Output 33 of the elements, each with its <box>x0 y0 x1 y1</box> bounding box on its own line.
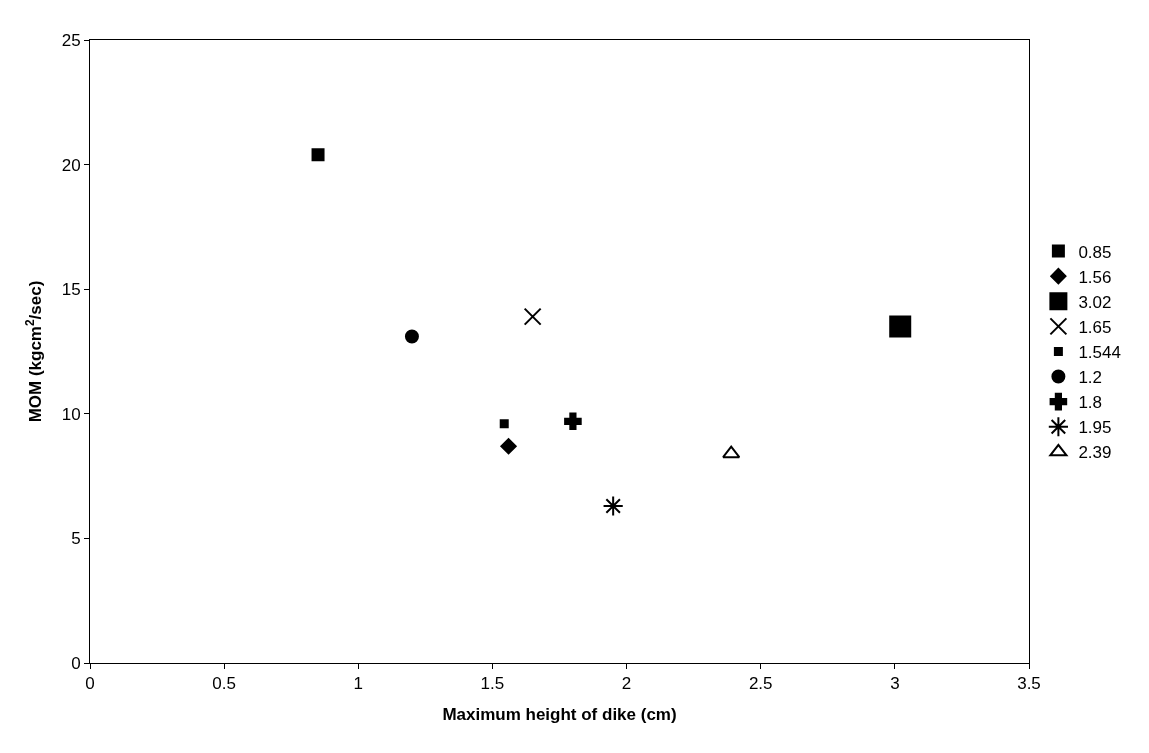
x-axis-title: Maximum height of dike (cm) <box>442 704 677 724</box>
x-tick-label: 1.5 <box>480 674 505 694</box>
x-tick-label: 0.5 <box>212 674 236 694</box>
point <box>523 307 542 326</box>
point <box>404 329 419 344</box>
legend-label: 0.85 <box>1078 242 1112 262</box>
y-tick-label: 0 <box>71 653 81 673</box>
legend-label: 2.39 <box>1078 443 1112 463</box>
legend-label: 1.56 <box>1078 267 1112 287</box>
point <box>499 419 509 429</box>
x-tick-label: 2 <box>621 674 632 694</box>
x-tick-label: 0 <box>85 674 95 694</box>
x-tick-label: 3 <box>890 674 900 694</box>
y-tick-label: 10 <box>61 404 81 424</box>
y-tick-label: 15 <box>61 280 81 300</box>
point <box>602 495 624 517</box>
point <box>564 412 582 431</box>
point <box>722 445 741 459</box>
point <box>500 438 517 455</box>
point <box>889 315 912 338</box>
legend-label: 1.8 <box>1078 393 1103 413</box>
y-tick-label: 25 <box>61 30 81 50</box>
x-tick-label: 2.5 <box>748 674 773 694</box>
legend-label: 1.65 <box>1078 317 1112 337</box>
y-tick-label: 5 <box>71 529 81 549</box>
point <box>311 148 325 162</box>
legend-label: 1.2 <box>1078 368 1103 388</box>
legend-label: 1.95 <box>1078 418 1112 438</box>
x-tick-label: 3.5 <box>1017 674 1041 694</box>
y-tick-label: 20 <box>61 155 81 175</box>
legend-label: 3.02 <box>1078 292 1112 312</box>
x-tick-label: 1 <box>353 674 364 694</box>
legend-label: 1.544 <box>1078 343 1121 363</box>
